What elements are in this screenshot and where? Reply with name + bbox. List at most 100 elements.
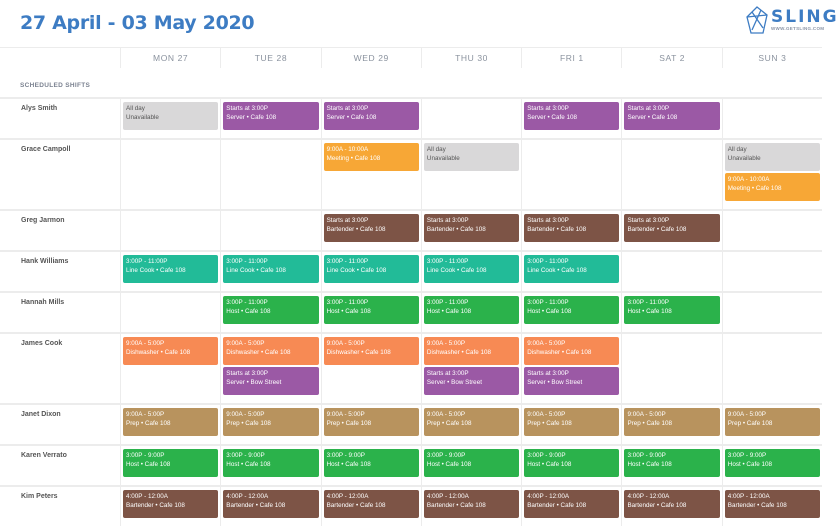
- schedule-cell[interactable]: 3:00P - 11:00P Host • Cafe 108: [521, 293, 621, 332]
- shift-block[interactable]: 9:00A - 5:00P Dishwasher • Cafe 108: [323, 337, 419, 365]
- shift-block[interactable]: 3:00P - 11:00P Line Cook • Cafe 108: [423, 255, 520, 283]
- schedule-cell[interactable]: 4:00P - 12:00A Bartender • Cafe 108: [320, 487, 421, 526]
- schedule-cell[interactable]: [420, 99, 521, 138]
- shift-block[interactable]: 3:00P - 9:00P Host • Cafe 108: [524, 449, 620, 477]
- schedule-cell[interactable]: [721, 252, 822, 291]
- schedule-cell[interactable]: 9:00A - 5:00P Dishwasher • Cafe 108 Starts…: [521, 334, 621, 403]
- employee-name[interactable]: Greg Jarmon: [21, 217, 65, 224]
- shift-block[interactable]: 9:00A - 5:00P Prep • Cafe 108: [524, 408, 620, 436]
- schedule-cell[interactable]: 3:00P - 9:00P Host • Cafe 108: [220, 446, 320, 485]
- shift-block[interactable]: 3:00P - 11:00P Host • Cafe 108: [524, 296, 620, 324]
- shift-block[interactable]: Starts at 3:00P Server • Bow Street: [223, 367, 319, 395]
- shift-block[interactable]: 3:00P - 9:00P Host • Cafe 108: [724, 449, 821, 477]
- schedule-cell[interactable]: 4:00P - 12:00A Bartender • Cafe 108: [621, 487, 721, 526]
- shift-block[interactable]: 4:00P - 12:00A Bartender • Cafe 108: [724, 490, 821, 518]
- shift-block[interactable]: Starts at 3:00P Bartender • Cafe 108: [624, 214, 720, 242]
- shift-block[interactable]: 9:00A - 5:00P Prep • Cafe 108: [624, 408, 720, 436]
- schedule-cell[interactable]: 9:00A - 5:00P Prep • Cafe 108: [120, 405, 220, 444]
- schedule-cell[interactable]: 4:00P - 12:00A Bartender • Cafe 108: [420, 487, 521, 526]
- shift-block[interactable]: 3:00P - 11:00P Host • Cafe 108: [223, 296, 319, 324]
- unavailability-block[interactable]: All day Unavailable: [724, 143, 821, 171]
- schedule-cell[interactable]: [120, 211, 220, 250]
- schedule-cell[interactable]: All day Unavailable: [420, 140, 521, 209]
- shift-block[interactable]: 3:00P - 11:00P Host • Cafe 108: [423, 296, 520, 324]
- shift-block[interactable]: Starts at 3:00P Server • Cafe 108: [323, 102, 419, 130]
- schedule-cell[interactable]: 4:00P - 12:00A Bartender • Cafe 108: [220, 487, 320, 526]
- schedule-cell[interactable]: [220, 140, 320, 209]
- shift-block[interactable]: 9:00A - 5:00P Prep • Cafe 108: [323, 408, 419, 436]
- schedule-cell[interactable]: 3:00P - 9:00P Host • Cafe 108: [120, 446, 220, 485]
- employee-name[interactable]: Hannah Mills: [21, 299, 65, 306]
- schedule-cell[interactable]: [721, 334, 822, 403]
- employee-name[interactable]: Kim Peters: [21, 493, 58, 500]
- shift-block[interactable]: 3:00P - 11:00P Line Cook • Cafe 108: [323, 255, 419, 283]
- shift-block[interactable]: 9:00A - 10:00A Meeting • Cafe 108: [323, 143, 419, 171]
- schedule-cell[interactable]: [120, 293, 220, 332]
- schedule-cell[interactable]: [621, 334, 721, 403]
- shift-block[interactable]: 3:00P - 9:00P Host • Cafe 108: [323, 449, 419, 477]
- schedule-cell[interactable]: [621, 252, 721, 291]
- schedule-cell[interactable]: Starts at 3:00P Bartender • Cafe 108: [420, 211, 521, 250]
- shift-block[interactable]: 3:00P - 11:00P Line Cook • Cafe 108: [223, 255, 319, 283]
- shift-block[interactable]: Starts at 3:00P Server • Cafe 108: [624, 102, 720, 130]
- schedule-cell[interactable]: 9:00A - 5:00P Dishwasher • Cafe 108: [120, 334, 220, 403]
- schedule-cell[interactable]: Starts at 3:00P Bartender • Cafe 108: [621, 211, 721, 250]
- shift-block[interactable]: 3:00P - 9:00P Host • Cafe 108: [223, 449, 319, 477]
- shift-block[interactable]: 4:00P - 12:00A Bartender • Cafe 108: [223, 490, 319, 518]
- schedule-cell[interactable]: Starts at 3:00P Bartender • Cafe 108: [521, 211, 621, 250]
- shift-block[interactable]: 4:00P - 12:00A Bartender • Cafe 108: [524, 490, 620, 518]
- shift-block[interactable]: 9:00A - 5:00P Dishwasher • Cafe 108: [123, 337, 219, 365]
- schedule-cell[interactable]: 3:00P - 11:00P Line Cook • Cafe 108: [120, 252, 220, 291]
- schedule-cell[interactable]: Starts at 3:00P Bartender • Cafe 108: [320, 211, 421, 250]
- shift-block[interactable]: 3:00P - 11:00P Host • Cafe 108: [323, 296, 419, 324]
- shift-block[interactable]: 9:00A - 5:00P Prep • Cafe 108: [724, 408, 821, 436]
- schedule-cell[interactable]: 9:00A - 5:00P Prep • Cafe 108: [320, 405, 421, 444]
- schedule-cell[interactable]: [721, 99, 822, 138]
- schedule-cell[interactable]: [721, 211, 822, 250]
- schedule-cell[interactable]: [220, 211, 320, 250]
- schedule-cell[interactable]: 3:00P - 9:00P Host • Cafe 108: [721, 446, 822, 485]
- schedule-cell[interactable]: 9:00A - 5:00P Prep • Cafe 108: [621, 405, 721, 444]
- schedule-cell[interactable]: 3:00P - 11:00P Line Cook • Cafe 108: [521, 252, 621, 291]
- shift-block[interactable]: 9:00A - 5:00P Dishwasher • Cafe 108: [223, 337, 319, 365]
- schedule-cell[interactable]: 3:00P - 9:00P Host • Cafe 108: [621, 446, 721, 485]
- employee-name[interactable]: Alys Smith: [21, 105, 58, 112]
- shift-block[interactable]: 4:00P - 12:00A Bartender • Cafe 108: [423, 490, 520, 518]
- schedule-cell[interactable]: Starts at 3:00P Server • Cafe 108: [320, 99, 421, 138]
- shift-block[interactable]: 3:00P - 9:00P Host • Cafe 108: [624, 449, 720, 477]
- schedule-cell[interactable]: 3:00P - 11:00P Host • Cafe 108: [320, 293, 421, 332]
- shift-block[interactable]: 4:00P - 12:00A Bartender • Cafe 108: [123, 490, 219, 518]
- schedule-cell[interactable]: Starts at 3:00P Server • Cafe 108: [220, 99, 320, 138]
- schedule-cell[interactable]: All day Unavailable 9:00A - 10:00A Meeting …: [721, 140, 822, 209]
- schedule-cell[interactable]: [521, 140, 621, 209]
- shift-block[interactable]: 3:00P - 11:00P Line Cook • Cafe 108: [123, 255, 219, 283]
- shift-block[interactable]: 9:00A - 5:00P Dishwasher • Cafe 108: [524, 337, 620, 365]
- shift-block[interactable]: Starts at 3:00P Bartender • Cafe 108: [423, 214, 520, 242]
- shift-block[interactable]: 9:00A - 5:00P Prep • Cafe 108: [423, 408, 520, 436]
- schedule-cell[interactable]: 9:00A - 5:00P Prep • Cafe 108: [521, 405, 621, 444]
- shift-block[interactable]: 4:00P - 12:00A Bartender • Cafe 108: [323, 490, 419, 518]
- shift-block[interactable]: Starts at 3:00P Server • Bow Street: [423, 367, 520, 395]
- schedule-cell[interactable]: 3:00P - 11:00P Line Cook • Cafe 108: [320, 252, 421, 291]
- shift-block[interactable]: Starts at 3:00P Bartender • Cafe 108: [524, 214, 620, 242]
- shift-block[interactable]: 9:00A - 5:00P Dishwasher • Cafe 108: [423, 337, 520, 365]
- shift-block[interactable]: 4:00P - 12:00A Bartender • Cafe 108: [624, 490, 720, 518]
- schedule-cell[interactable]: Starts at 3:00P Server • Cafe 108: [521, 99, 621, 138]
- schedule-cell[interactable]: 9:00A - 5:00P Dishwasher • Cafe 108 Starts…: [220, 334, 320, 403]
- schedule-cell[interactable]: 4:00P - 12:00A Bartender • Cafe 108: [120, 487, 220, 526]
- schedule-cell[interactable]: 3:00P - 9:00P Host • Cafe 108: [420, 446, 521, 485]
- shift-block[interactable]: Starts at 3:00P Server • Cafe 108: [524, 102, 620, 130]
- schedule-cell[interactable]: 3:00P - 9:00P Host • Cafe 108: [320, 446, 421, 485]
- schedule-cell[interactable]: 3:00P - 11:00P Line Cook • Cafe 108: [220, 252, 320, 291]
- unavailability-block[interactable]: All day Unavailable: [123, 102, 219, 130]
- schedule-cell[interactable]: 4:00P - 12:00A Bartender • Cafe 108: [521, 487, 621, 526]
- shift-block[interactable]: 3:00P - 11:00P Host • Cafe 108: [624, 296, 720, 324]
- schedule-cell[interactable]: [120, 140, 220, 209]
- shift-block[interactable]: Starts at 3:00P Bartender • Cafe 108: [323, 214, 419, 242]
- schedule-cell[interactable]: [621, 140, 721, 209]
- shift-block[interactable]: 3:00P - 9:00P Host • Cafe 108: [123, 449, 219, 477]
- schedule-cell[interactable]: 3:00P - 11:00P Host • Cafe 108: [420, 293, 521, 332]
- schedule-cell[interactable]: 9:00A - 5:00P Prep • Cafe 108: [420, 405, 521, 444]
- employee-name[interactable]: Janet Dixon: [21, 411, 61, 418]
- employee-name[interactable]: Karen Verrato: [21, 452, 67, 459]
